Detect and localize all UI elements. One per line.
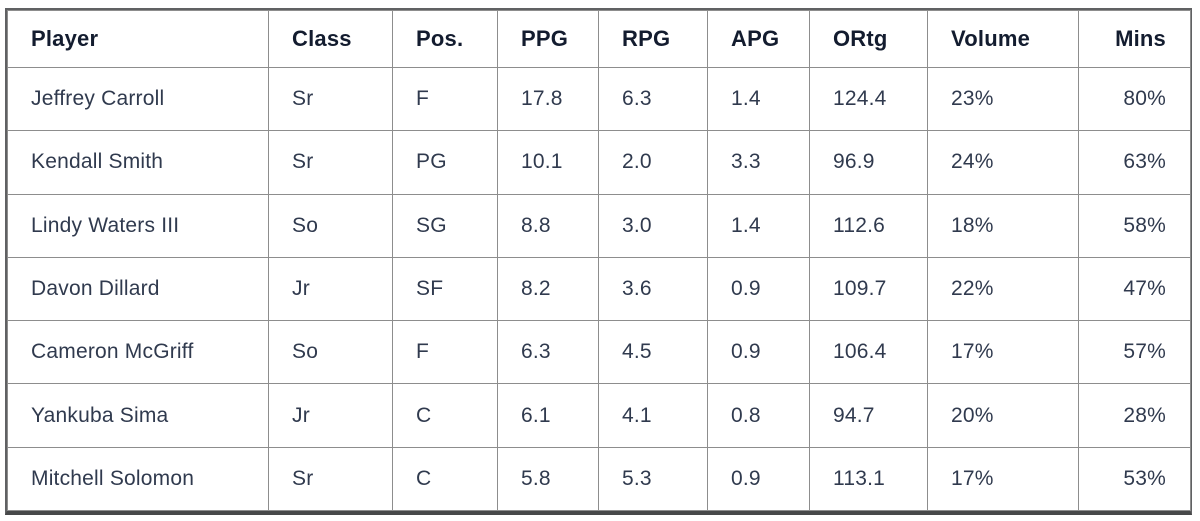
header-cell-rpg: RPG: [598, 10, 708, 68]
cell-ppg: 6.3: [497, 320, 599, 385]
cell-ortg: 112.6: [809, 193, 928, 258]
cell-apg: 1.4: [707, 66, 810, 132]
cell-mins: 47%: [1078, 256, 1191, 322]
cell-pos: C: [392, 383, 498, 448]
cell-player: Lindy Waters III: [7, 193, 269, 258]
cell-player: Yankuba Sima: [7, 383, 269, 448]
cell-pos: C: [392, 446, 498, 512]
cell-apg: 0.9: [707, 446, 810, 512]
cell-player: Jeffrey Carroll: [7, 66, 269, 132]
cell-rpg: 4.5: [598, 320, 708, 385]
table-row: Kendall Smith Sr PG 10.1 2.0 3.3 96.9 24…: [7, 130, 1191, 195]
cell-volume: 17%: [927, 446, 1079, 512]
cell-apg: 0.8: [707, 383, 810, 448]
cell-player: Cameron McGriff: [7, 320, 269, 385]
cell-rpg: 2.0: [598, 130, 708, 195]
cell-pos: F: [392, 320, 498, 385]
cell-player: Davon Dillard: [7, 256, 269, 322]
header-row: Player Class Pos. PPG RPG APG ORtg Volum…: [7, 10, 1191, 68]
table-row: Lindy Waters III So SG 8.8 3.0 1.4 112.6…: [7, 193, 1191, 258]
cell-mins: 57%: [1078, 320, 1191, 385]
cell-ortg: 106.4: [809, 320, 928, 385]
cell-apg: 0.9: [707, 320, 810, 385]
cell-pos: SG: [392, 193, 498, 258]
header-cell-volume: Volume: [927, 10, 1079, 68]
cell-volume: 17%: [927, 320, 1079, 385]
cell-ppg: 5.8: [497, 446, 599, 512]
cell-mins: 80%: [1078, 66, 1191, 132]
cell-mins: 28%: [1078, 383, 1191, 448]
cell-apg: 1.4: [707, 193, 810, 258]
cell-ortg: 94.7: [809, 383, 928, 448]
cell-pos: PG: [392, 130, 498, 195]
cell-class: Jr: [268, 256, 393, 322]
table-header: Player Class Pos. PPG RPG APG ORtg Volum…: [7, 10, 1191, 68]
player-stats-table: Player Class Pos. PPG RPG APG ORtg Volum…: [7, 10, 1191, 512]
cell-class: Sr: [268, 130, 393, 195]
table-row: Davon Dillard Jr SF 8.2 3.6 0.9 109.7 22…: [7, 256, 1191, 322]
header-cell-class: Class: [268, 10, 393, 68]
header-cell-apg: APG: [707, 10, 810, 68]
cell-mins: 63%: [1078, 130, 1191, 195]
cell-player: Kendall Smith: [7, 130, 269, 195]
cell-ortg: 96.9: [809, 130, 928, 195]
cell-class: So: [268, 193, 393, 258]
header-cell-mins: Mins: [1078, 10, 1191, 68]
cell-mins: 53%: [1078, 446, 1191, 512]
cell-ppg: 6.1: [497, 383, 599, 448]
cell-volume: 18%: [927, 193, 1079, 258]
header-cell-player: Player: [7, 10, 269, 68]
cell-pos: SF: [392, 256, 498, 322]
header-cell-ortg: ORtg: [809, 10, 928, 68]
table-row: Jeffrey Carroll Sr F 17.8 6.3 1.4 124.4 …: [7, 66, 1191, 132]
cell-ppg: 8.8: [497, 193, 599, 258]
player-stats-table-container: Player Class Pos. PPG RPG APG ORtg Volum…: [5, 8, 1192, 515]
table-row: Cameron McGriff So F 6.3 4.5 0.9 106.4 1…: [7, 320, 1191, 385]
cell-volume: 23%: [927, 66, 1079, 132]
cell-player: Mitchell Solomon: [7, 446, 269, 512]
cell-rpg: 5.3: [598, 446, 708, 512]
cell-pos: F: [392, 66, 498, 132]
cell-apg: 3.3: [707, 130, 810, 195]
cell-ortg: 113.1: [809, 446, 928, 512]
cell-volume: 22%: [927, 256, 1079, 322]
table-body: Jeffrey Carroll Sr F 17.8 6.3 1.4 124.4 …: [7, 66, 1191, 512]
table-row: Yankuba Sima Jr C 6.1 4.1 0.8 94.7 20% 2…: [7, 383, 1191, 448]
cell-mins: 58%: [1078, 193, 1191, 258]
cell-rpg: 6.3: [598, 66, 708, 132]
cell-volume: 24%: [927, 130, 1079, 195]
cell-rpg: 3.0: [598, 193, 708, 258]
cell-ppg: 8.2: [497, 256, 599, 322]
header-cell-pos: Pos.: [392, 10, 498, 68]
cell-class: Sr: [268, 446, 393, 512]
cell-class: Sr: [268, 66, 393, 132]
cell-ortg: 109.7: [809, 256, 928, 322]
cell-ortg: 124.4: [809, 66, 928, 132]
cell-ppg: 10.1: [497, 130, 599, 195]
cell-volume: 20%: [927, 383, 1079, 448]
cell-ppg: 17.8: [497, 66, 599, 132]
header-cell-ppg: PPG: [497, 10, 599, 68]
table-row: Mitchell Solomon Sr C 5.8 5.3 0.9 113.1 …: [7, 446, 1191, 512]
cell-rpg: 3.6: [598, 256, 708, 322]
cell-rpg: 4.1: [598, 383, 708, 448]
cell-apg: 0.9: [707, 256, 810, 322]
cell-class: Jr: [268, 383, 393, 448]
cell-class: So: [268, 320, 393, 385]
